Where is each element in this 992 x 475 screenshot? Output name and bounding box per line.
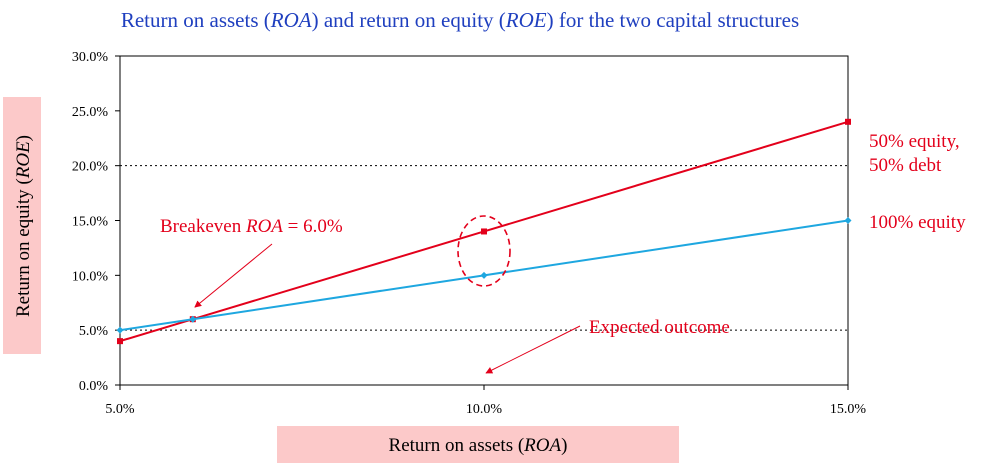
breakeven-annotation: Breakeven ROA = 6.0%: [160, 216, 343, 237]
data-point-levered: [845, 118, 851, 125]
data-point-unlevered: [189, 315, 197, 323]
y-axis-title-part: ROE: [13, 141, 34, 179]
breakeven-annotation-part: = 6.0%: [283, 216, 343, 237]
y-tick-label: 10.0%: [72, 269, 109, 284]
expected-outcome-arrow: [485, 325, 581, 374]
breakeven-annotation-part: Breakeven: [160, 216, 246, 237]
chart-title-part: Return on assets (: [121, 8, 271, 32]
chart-title-part: ROA: [270, 8, 312, 32]
x-axis-title-part: Return on assets (: [389, 435, 525, 456]
data-point-unlevered: [480, 271, 488, 279]
chart-title-part: ) and return on equity (: [312, 8, 506, 32]
data-point-levered: [481, 228, 487, 235]
series-label-levered: 50% equity,: [869, 131, 960, 152]
y-tick-label: 25.0%: [72, 105, 109, 120]
y-axis-title: Return on equity (ROE): [13, 135, 34, 317]
x-tick-label: 15.0%: [830, 402, 867, 417]
series-line-unlevered: [119, 219, 849, 332]
x-axis-title: Return on assets (ROA): [389, 435, 568, 456]
y-tick-label: 30.0%: [72, 50, 109, 65]
series-label-levered: 50% debt: [869, 155, 942, 176]
breakeven-annotation-part: ROA: [245, 216, 283, 237]
y-tick-label: 5.0%: [79, 324, 109, 339]
data-point-unlevered: [116, 326, 124, 334]
breakeven-arrow: [194, 243, 273, 308]
x-tick-label: 5.0%: [105, 402, 135, 417]
x-axis-title-part: ): [561, 435, 567, 456]
y-axis-label-background: [3, 97, 41, 354]
x-tick-label: 10.0%: [466, 402, 503, 417]
chart-title: Return on assets (ROA) and return on equ…: [121, 8, 799, 32]
data-point-unlevered: [844, 217, 852, 224]
y-tick-label: 20.0%: [72, 160, 109, 175]
series-line-levered: [119, 120, 849, 343]
chart-title-part: ) for the two capital structures: [547, 8, 800, 32]
chart-title-part: ROE: [505, 8, 547, 32]
series-label-unlevered: 100% equity: [869, 212, 966, 233]
y-tick-label: 0.0%: [79, 379, 109, 394]
y-tick-label: 15.0%: [72, 215, 109, 230]
data-point-levered: [117, 338, 123, 345]
expected-outcome-ellipse: [457, 215, 511, 287]
expected-outcome-annotation: Expected outcome: [589, 317, 730, 338]
y-axis-title-part: Return on equity (: [13, 178, 34, 317]
x-axis-title-part: ROA: [523, 435, 561, 456]
y-axis-title-part: ): [13, 135, 34, 141]
x-axis-label-background: [277, 426, 679, 463]
